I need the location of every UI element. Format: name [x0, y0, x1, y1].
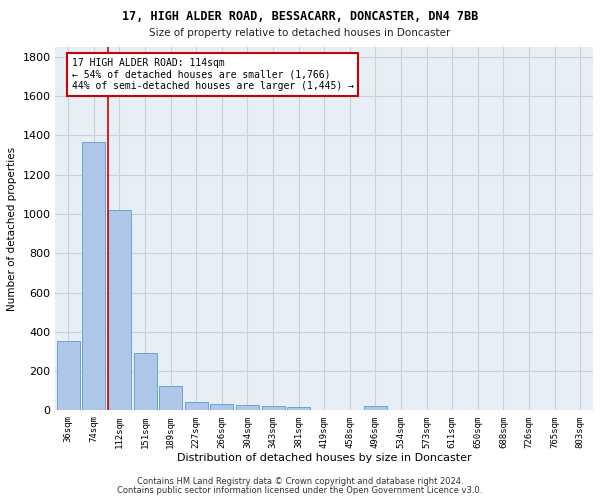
Bar — [211, 404, 233, 410]
Bar — [134, 354, 157, 410]
Bar — [185, 402, 208, 410]
Text: 17, HIGH ALDER ROAD, BESSACARR, DONCASTER, DN4 7BB: 17, HIGH ALDER ROAD, BESSACARR, DONCASTE… — [122, 10, 478, 23]
Text: Contains public sector information licensed under the Open Government Licence v3: Contains public sector information licen… — [118, 486, 482, 495]
Text: Size of property relative to detached houses in Doncaster: Size of property relative to detached ho… — [149, 28, 451, 38]
Bar — [236, 405, 259, 410]
Bar — [287, 408, 310, 410]
Text: Contains HM Land Registry data © Crown copyright and database right 2024.: Contains HM Land Registry data © Crown c… — [137, 477, 463, 486]
Bar — [159, 386, 182, 410]
Bar — [82, 142, 106, 410]
Bar — [364, 406, 387, 410]
Y-axis label: Number of detached properties: Number of detached properties — [7, 146, 17, 310]
Bar — [57, 340, 80, 410]
X-axis label: Distribution of detached houses by size in Doncaster: Distribution of detached houses by size … — [177, 453, 472, 463]
Bar — [262, 406, 284, 410]
Bar — [108, 210, 131, 410]
Text: 17 HIGH ALDER ROAD: 114sqm
← 54% of detached houses are smaller (1,766)
44% of s: 17 HIGH ALDER ROAD: 114sqm ← 54% of deta… — [71, 58, 353, 91]
